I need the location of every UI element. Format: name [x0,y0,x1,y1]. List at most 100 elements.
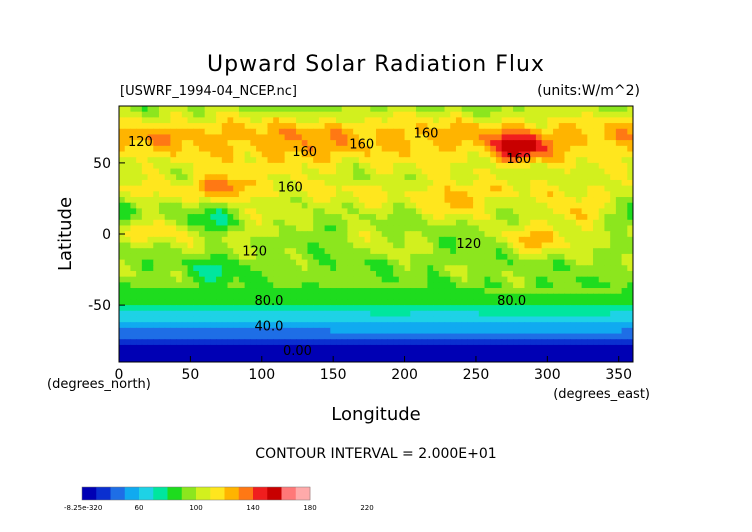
field-cell [307,305,314,312]
field-cell [478,111,486,118]
field-cell [615,310,623,318]
field-cell [490,310,497,318]
field-cell [461,225,468,232]
field-cell [615,117,623,124]
field-cell [313,293,320,301]
field-cell [478,265,486,272]
field-cell [136,356,143,362]
field-cell [261,333,269,340]
field-cell [433,174,440,181]
field-cell [541,140,548,147]
field-cell [524,310,531,318]
field-cell [427,293,434,301]
field-cell [170,356,177,362]
field-cell [495,305,503,312]
field-cell [141,111,149,118]
field-cell [256,231,263,238]
field-cell [541,356,548,362]
field-cell [381,253,389,261]
field-cell [278,174,286,181]
field-cell [518,310,526,318]
field-cell [501,174,508,181]
field-cell [124,299,132,306]
field-cell [267,157,274,164]
field-cell [227,128,234,136]
field-cell [153,214,160,221]
field-cell [136,236,143,244]
field-cell [398,219,406,227]
field-cell [250,157,257,164]
field-cell [278,168,286,175]
field-cell [450,151,457,158]
field-cell [393,344,400,352]
field-cell [575,339,583,346]
field-cell [473,350,480,357]
field-cell [478,253,486,261]
field-cell [404,191,411,198]
field-cell [233,106,240,113]
field-cell [267,162,274,170]
field-cell [381,185,389,192]
field-cell [530,179,537,187]
field-cell [147,123,154,130]
field-cell [364,111,371,118]
field-cell [158,185,166,192]
field-cell [415,219,423,227]
field-cell [210,128,217,136]
field-cell [495,162,503,170]
field-cell [513,185,520,192]
field-cell [410,225,417,232]
field-cell [570,293,577,301]
field-cell [261,225,269,232]
field-cell [444,111,451,118]
field-cell [404,225,411,232]
field-cell [518,179,526,187]
field-cell [233,282,240,289]
field-cell [438,350,446,357]
field-cell [341,111,349,118]
field-cell [547,305,554,312]
field-cell [124,225,132,232]
field-cell [518,145,526,153]
field-cell [398,248,406,255]
field-cell [484,145,491,153]
field-cell [478,162,486,170]
field-cell [170,333,177,340]
y-tick-label: -50 [88,298,111,314]
field-cell [393,123,400,130]
field-cell [547,185,554,192]
field-cell [187,185,194,192]
field-cell [473,327,480,335]
field-cell [393,168,400,175]
field-cell [610,253,617,261]
field-cell [273,242,280,249]
field-cell [124,197,132,204]
field-cell [353,259,360,266]
field-cell [347,174,354,181]
field-cell [250,174,257,181]
field-cell [581,128,588,136]
field-cell [301,151,309,158]
field-cell [273,123,280,130]
field-cell [564,327,571,335]
field-cell [147,322,154,329]
field-cell [507,316,514,323]
field-cell [273,174,280,181]
field-cell [513,253,520,261]
field-cell [250,106,257,113]
field-cell [119,327,126,335]
field-cell [204,322,211,329]
field-cell [364,157,371,164]
field-cell [564,162,571,170]
field-cell [324,350,331,357]
field-cell [238,339,246,346]
field-cell [604,339,611,346]
field-cell [141,270,149,278]
field-cell [610,322,617,329]
field-cell [547,191,554,198]
field-cell [535,134,543,141]
field-cell [393,310,400,318]
field-cell [164,356,171,362]
field-cell [216,242,223,249]
field-cell [387,123,394,130]
